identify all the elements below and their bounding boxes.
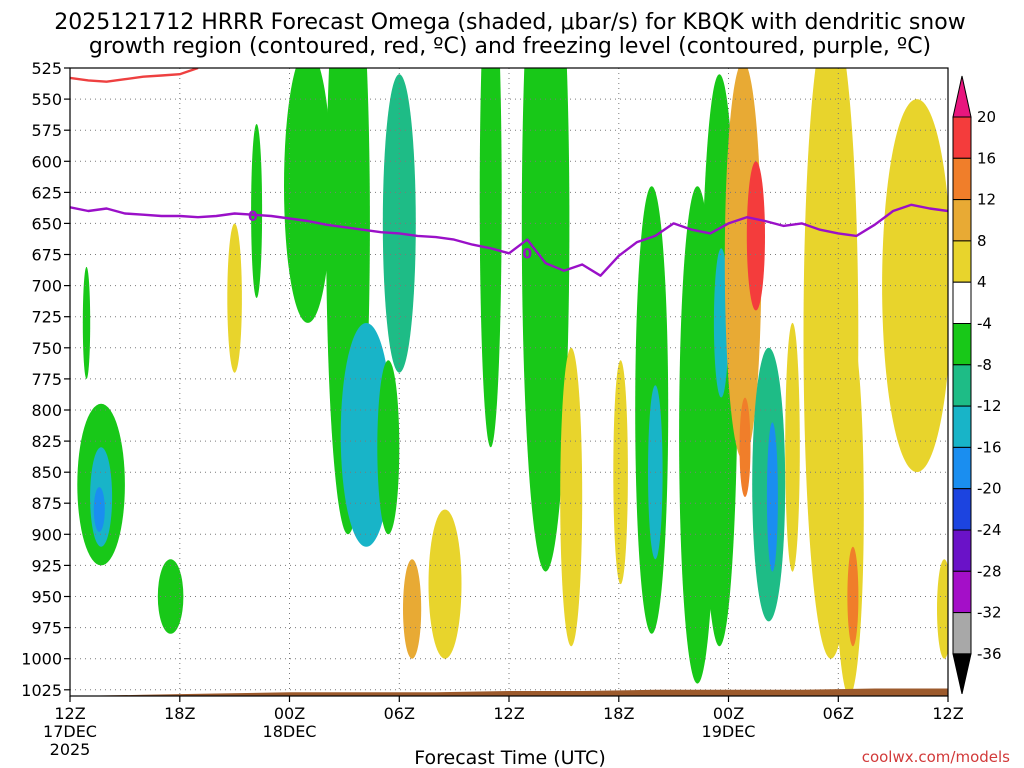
colorbar-label-4: 4 <box>977 273 987 291</box>
x-tick-year-0: 2025 <box>50 740 91 759</box>
colorbar-band-0 <box>952 116 972 159</box>
colorbar-band-4 <box>952 281 972 325</box>
colorbar-label-12: -32 <box>977 604 1002 622</box>
omega-region-10 <box>377 360 400 535</box>
colorbar-label-0: 20 <box>977 108 996 126</box>
freezing-level-label-1: 0 <box>522 246 532 262</box>
colorbar-label-2: 12 <box>977 191 996 209</box>
x-tick-label-8: 12Z <box>932 704 963 723</box>
omega-region-31 <box>847 546 859 647</box>
colorbar-band-1 <box>952 157 972 201</box>
terrain <box>70 688 948 696</box>
dgz-contour-line <box>70 68 199 83</box>
colorbar-band-3 <box>952 240 972 283</box>
y-tick-label-725: 725 <box>31 308 62 327</box>
omega-region-23 <box>724 68 762 460</box>
x-tick-label-6: 00Z <box>713 704 744 723</box>
x-tick-date-0: 17DEC <box>43 722 97 741</box>
x-tick-date-6: 19DEC <box>702 722 756 741</box>
omega-region-14 <box>479 68 502 448</box>
omega-region-25 <box>739 397 751 497</box>
x-tick-label-3: 06Z <box>384 704 415 723</box>
colorbar-band-9 <box>952 488 972 531</box>
colorbar-band-6 <box>952 364 972 407</box>
y-tick-label-750: 750 <box>31 339 62 358</box>
y-tick-label-525: 525 <box>31 59 62 78</box>
colorbar-label-5: -4 <box>977 315 992 333</box>
colorbar-under-arrow <box>952 653 972 695</box>
y-tick-label-800: 800 <box>31 401 62 420</box>
x-axis-title: Forecast Time (UTC) <box>414 747 605 768</box>
colorbar-label-13: -36 <box>977 645 1002 663</box>
colorbar-band-2 <box>952 199 972 242</box>
y-tick-label-600: 600 <box>31 152 62 171</box>
omega-region-15 <box>521 68 570 572</box>
colorbar: 20 16 12 8 4 -4 -8 -12 -16 -20 -24 -28 -32 -36 <box>952 75 1002 695</box>
freezing-level-label-0: 0 <box>248 209 258 225</box>
x-tick-date-2: 18DEC <box>263 722 317 741</box>
x-tick-label-0: 12Z <box>54 704 85 723</box>
y-tick-label-1025: 1025 <box>21 681 62 700</box>
omega-region-22 <box>713 248 729 398</box>
colorbar-band-7 <box>952 405 972 448</box>
omega-region-13 <box>428 509 462 659</box>
colorbar-label-1: 16 <box>977 149 996 167</box>
omega-region-4 <box>82 266 91 379</box>
y-tick-label-900: 900 <box>31 525 62 544</box>
colorbar-band-11 <box>952 570 972 614</box>
colorbar-label-11: -28 <box>977 562 1002 580</box>
omega-region-2 <box>93 487 105 532</box>
colorbar-label-7: -12 <box>977 397 1002 415</box>
colorbar-label-9: -20 <box>977 480 1002 498</box>
omega-region-27 <box>766 422 778 572</box>
y-axis: 525 550 575 600 625 650 675 700 725 750 775 800 825 8… <box>21 59 70 700</box>
chart-title-line2: growth region (contoured, red, ºC) and f… <box>89 34 931 59</box>
contour-lines: 00 <box>70 68 948 277</box>
y-tick-label-775: 775 <box>31 370 62 389</box>
credit-text: coolwx.com/models <box>862 748 1010 766</box>
y-tick-label-950: 950 <box>31 588 62 607</box>
colorbar-label-8: -16 <box>977 438 1002 456</box>
colorbar-band-10 <box>952 529 972 572</box>
x-tick-label-7: 06Z <box>823 704 854 723</box>
y-tick-label-700: 700 <box>31 277 62 296</box>
y-tick-label-650: 650 <box>31 214 62 233</box>
colorbar-band-12 <box>952 612 972 655</box>
omega-shading <box>77 68 948 696</box>
omega-region-33 <box>937 559 948 659</box>
colorbar-band-8 <box>952 446 972 490</box>
omega-region-28 <box>785 322 800 572</box>
colorbar-label-6: -8 <box>977 356 992 374</box>
y-tick-label-875: 875 <box>31 494 62 513</box>
y-tick-label-550: 550 <box>31 90 62 109</box>
omega-region-30 <box>834 323 864 696</box>
colorbar-band-5 <box>952 323 972 366</box>
omega-region-12 <box>403 559 422 659</box>
omega-region-7 <box>284 68 332 323</box>
colorbar-label-3: 8 <box>977 232 987 250</box>
x-tick-label-5: 18Z <box>603 704 634 723</box>
colorbar-label-10: -24 <box>977 521 1002 539</box>
chart-title-line1: 2025121712 HRRR Forecast Omega (shaded, … <box>54 10 965 35</box>
y-tick-label-1000: 1000 <box>21 650 62 669</box>
y-tick-label-575: 575 <box>31 121 62 140</box>
omega-region-5 <box>227 223 242 373</box>
freezing-level-line <box>70 203 948 277</box>
y-tick-label-975: 975 <box>31 619 62 638</box>
omega-region-6 <box>251 124 263 298</box>
omega-region-16 <box>560 347 583 647</box>
omega-region-24 <box>746 161 766 311</box>
y-tick-label-850: 850 <box>31 463 62 482</box>
y-tick-label-625: 625 <box>31 183 62 202</box>
x-tick-label-1: 18Z <box>164 704 195 723</box>
x-tick-label-4: 12Z <box>493 704 524 723</box>
omega-region-32 <box>882 99 948 473</box>
y-tick-label-675: 675 <box>31 246 62 265</box>
terrain-fill <box>70 688 948 696</box>
y-tick-label-925: 925 <box>31 556 62 575</box>
y-tick-label-825: 825 <box>31 432 62 451</box>
x-tick-label-2: 00Z <box>274 704 305 723</box>
